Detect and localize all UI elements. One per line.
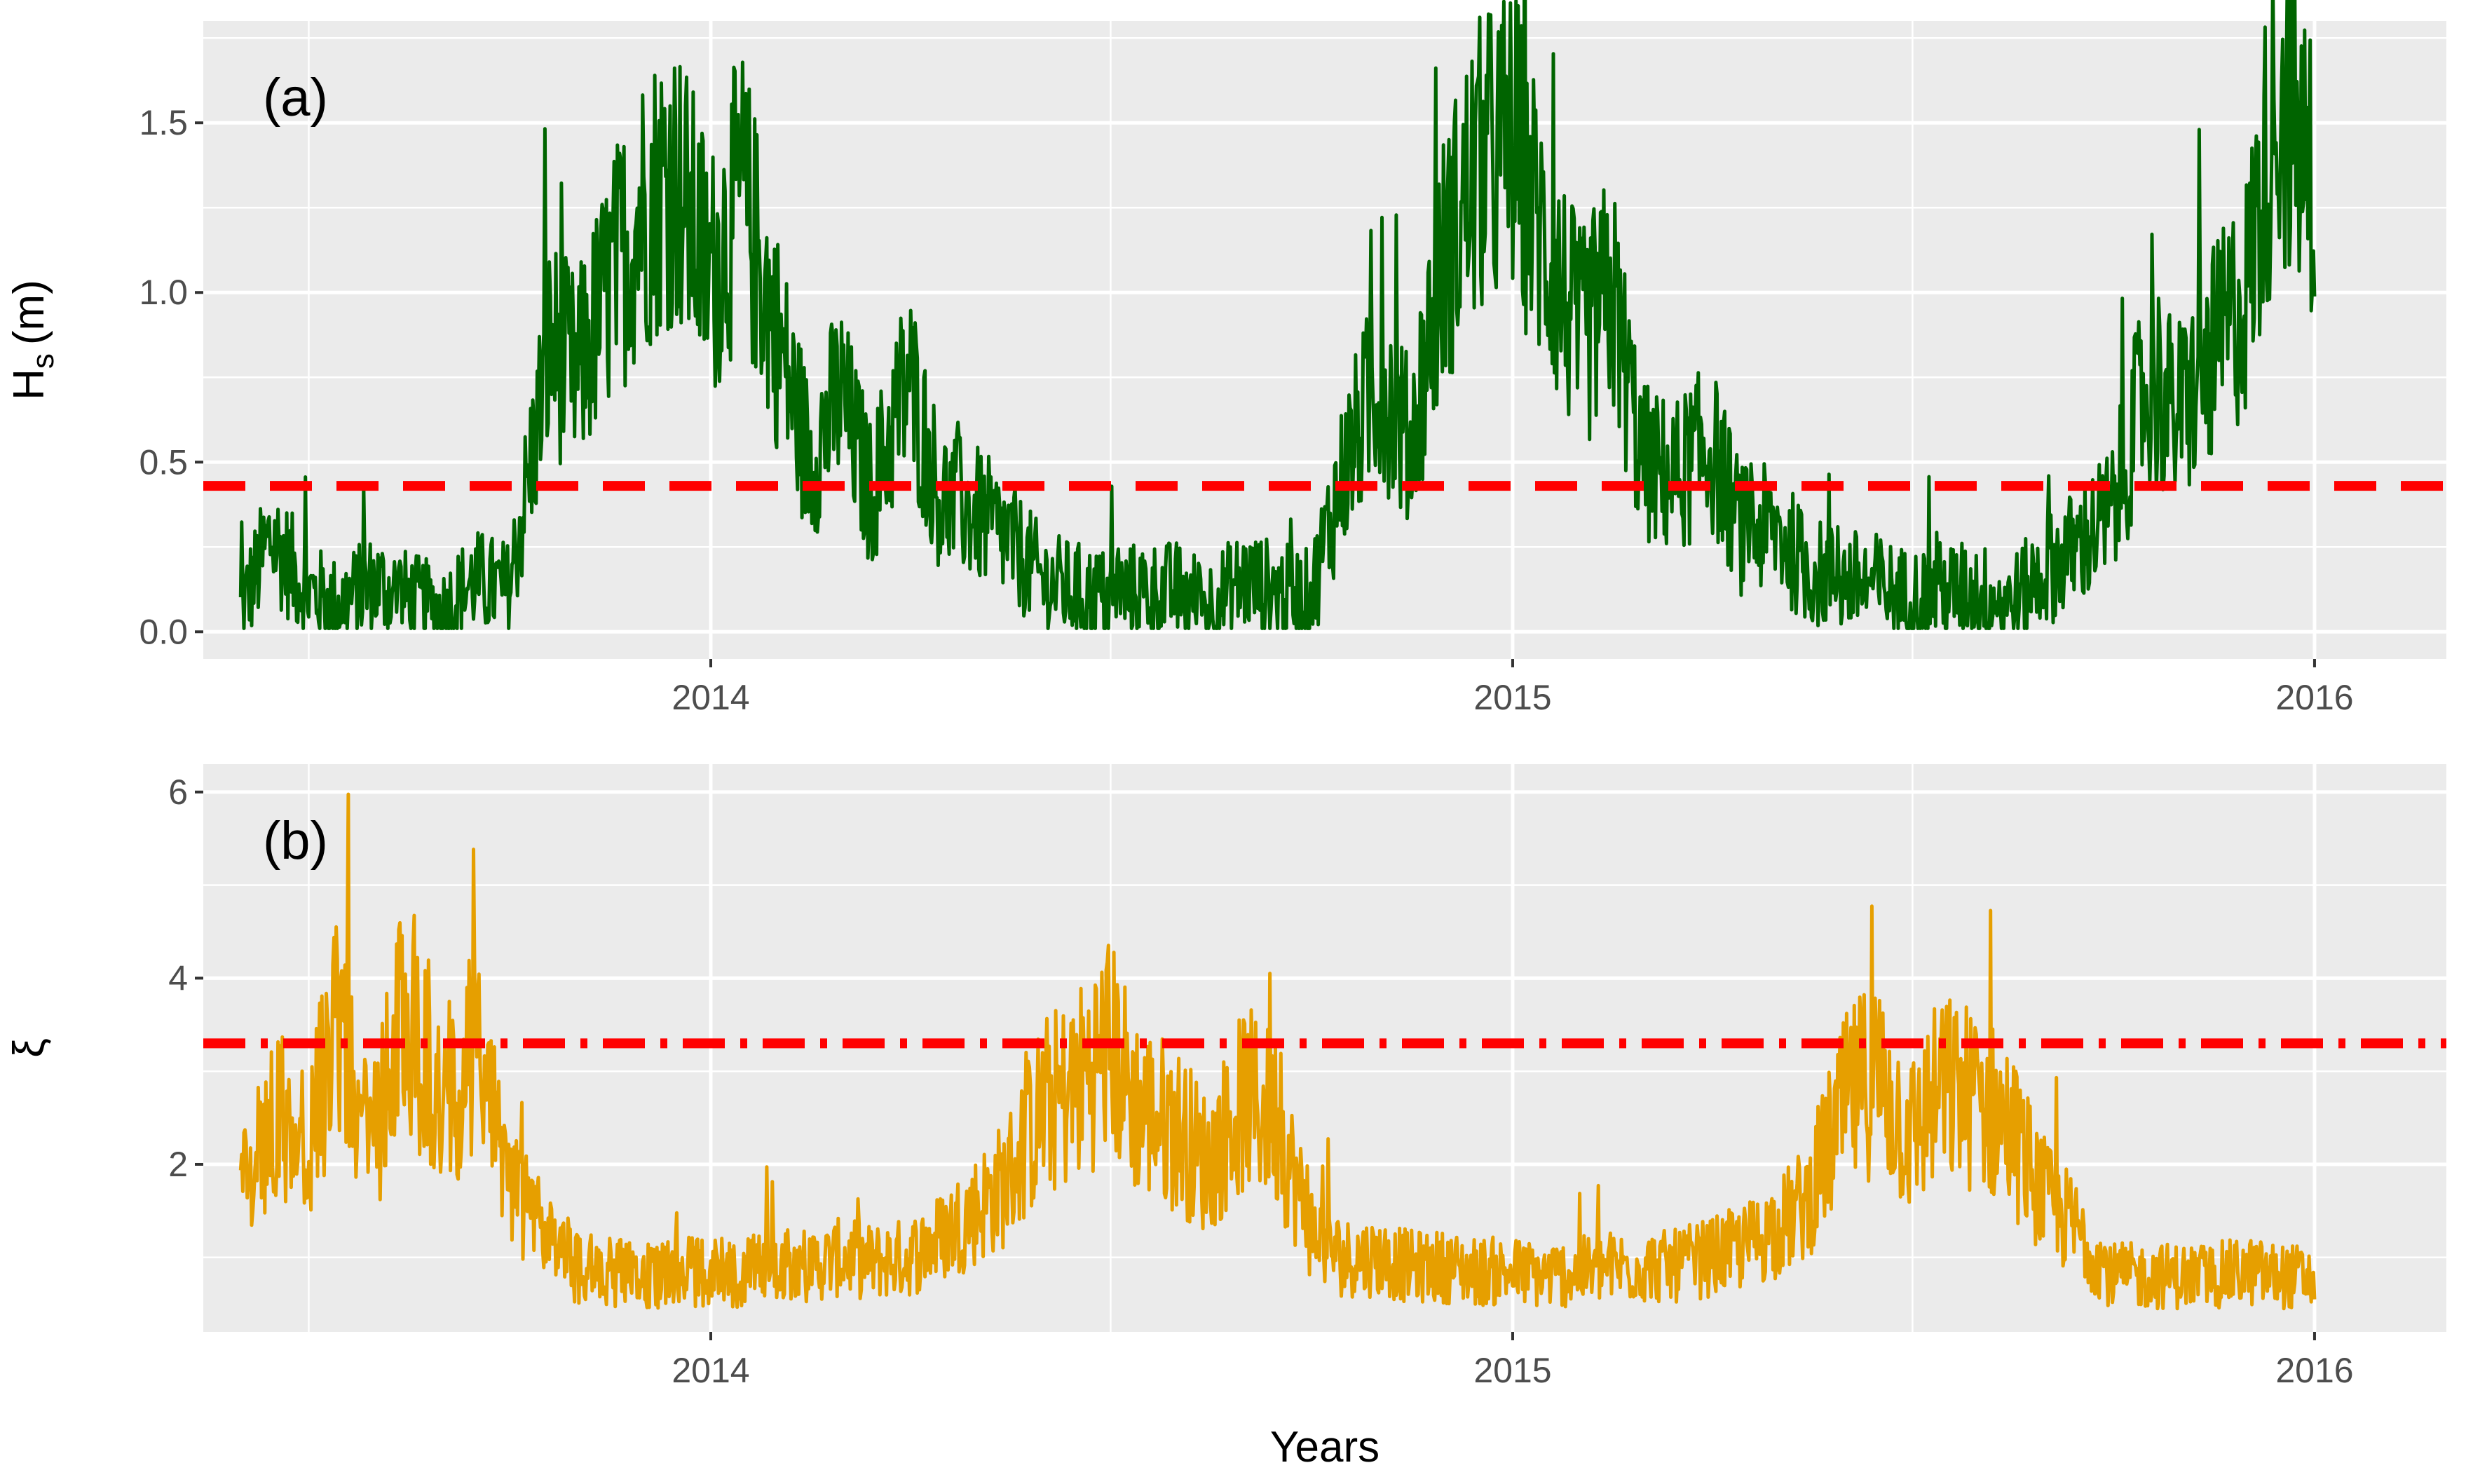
x-tick-label: 2014 [672,1351,749,1390]
y-tick-label: 4 [168,958,188,998]
panel-a-series [238,0,2317,630]
panel-b-series [238,792,2317,1311]
x-axis-title: Years [1270,1423,1380,1471]
y-axis-title-main: H [5,369,53,400]
x-tick-label: 2016 [2275,1351,2353,1390]
y-tick-label: 0.5 [139,442,188,482]
panel-b-label: (b) [263,811,328,871]
panel-a-label: (a) [263,68,328,128]
y-axis-title-subscript: s [26,353,60,369]
y-tick-label: 0.0 [139,612,188,651]
panel-a-y-axis-title: Hs (m) [5,280,60,400]
panel-a: 0.0 0.5 1.0 1.5 2014 2015 2016 (a) Hs (m) [5,0,2446,717]
x-tick-label: 2014 [672,678,749,717]
panel-a-axis-ticks: 0.0 0.5 1.0 1.5 2014 2015 2016 [139,103,2353,717]
x-tick-label: 2015 [1473,1351,1551,1390]
y-tick-label: 6 [168,772,188,812]
x-tick-label: 2015 [1473,678,1551,717]
panel-b-y-axis-title: ξ [5,1038,53,1058]
y-tick-label: 1.5 [139,103,188,142]
panel-b: 2 4 6 2014 2015 2016 (b) ξ [5,764,2446,1390]
x-tick-label: 2016 [2275,678,2353,717]
series-line [238,0,2317,630]
y-axis-title-unit: (m) [5,280,53,345]
series-line [238,792,2317,1311]
y-tick-label: 2 [168,1145,188,1184]
y-tick-label: 1.0 [139,273,188,312]
panel-a-grid [203,21,2446,659]
panel-b-axis-ticks: 2 4 6 2014 2015 2016 [168,772,2353,1390]
